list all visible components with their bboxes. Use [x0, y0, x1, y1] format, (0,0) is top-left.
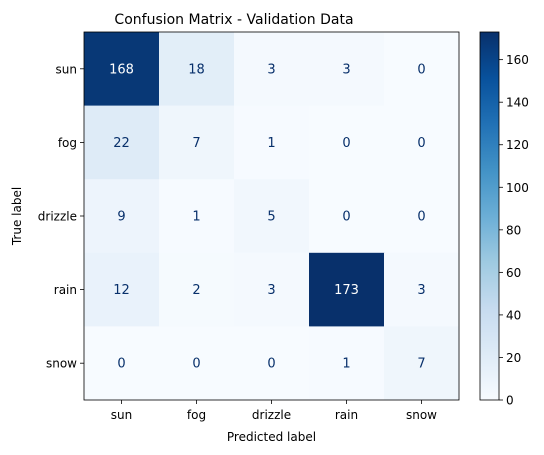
heatmap-cell-labels: 168 18 3 3 0 22 7 1 0 0 9 1 5 0 0 12 2 3 173 3 0 0 0 1 7: [109, 62, 426, 371]
cell-value-label: 0: [417, 62, 425, 77]
cell-value-label: 1: [192, 210, 200, 225]
heatmap-cell: [159, 105, 235, 180]
cell-value-label: 3: [417, 283, 425, 298]
heatmap-cell: [84, 32, 160, 107]
cell-value-label: 1: [342, 357, 350, 372]
colorbar-tick-label: 80: [506, 223, 521, 237]
heatmap-cell: [384, 179, 460, 254]
cell-value-label: 0: [267, 357, 275, 372]
cell-value-label: 168: [109, 62, 134, 77]
x-axis-label: Predicted label: [227, 430, 316, 444]
heatmap-cell: [384, 252, 460, 327]
cell-value-label: 173: [334, 283, 359, 298]
heatmap-cell: [84, 326, 160, 401]
heatmap-cell: [309, 326, 385, 401]
heatmap-cell: [309, 179, 385, 254]
colorbar-tick-label: 40: [506, 308, 521, 322]
heatmap-cell: [159, 252, 235, 327]
heatmap-cell: [309, 105, 385, 180]
y-axis-ticks: sun fog drizzle rain snow: [38, 62, 84, 371]
heatmap-cell: [384, 32, 460, 107]
chart-title: Confusion Matrix - Validation Data: [114, 12, 353, 28]
colorbar-tick-label: 0: [506, 394, 514, 408]
cell-value-label: 0: [417, 210, 425, 225]
y-tick-label: fog: [58, 136, 77, 150]
x-tick-label: snow: [406, 408, 437, 422]
heatmap-cell: [309, 252, 385, 327]
cell-value-label: 18: [188, 62, 205, 77]
cell-value-label: 9: [117, 210, 125, 225]
x-tick-label: fog: [187, 408, 206, 422]
x-tick-label: drizzle: [252, 408, 291, 422]
heatmap-cell: [384, 105, 460, 180]
heatmap-cell: [234, 32, 310, 107]
heatmap-cell: [159, 32, 235, 107]
colorbar-tick-label: 20: [506, 351, 521, 365]
y-tick-label: sun: [56, 62, 77, 76]
x-tick-label: sun: [111, 408, 132, 422]
cell-value-label: 0: [417, 136, 425, 151]
y-tick-label: rain: [54, 283, 77, 297]
cell-value-label: 3: [342, 62, 350, 77]
heatmap-cell: [384, 326, 460, 401]
x-tick-label: rain: [335, 408, 358, 422]
heatmap-cell: [234, 179, 310, 254]
y-tick-label: snow: [46, 357, 77, 371]
colorbar-tick-label: 60: [506, 266, 521, 280]
heatmap-cell: [159, 179, 235, 254]
cell-value-label: 12: [113, 283, 130, 298]
cell-value-label: 1: [267, 136, 275, 151]
x-axis-ticks: sun fog drizzle rain snow: [111, 400, 437, 422]
heatmap-cell: [84, 179, 160, 254]
cell-value-label: 0: [342, 210, 350, 225]
cell-value-label: 7: [192, 136, 200, 151]
heatmap-cell: [234, 252, 310, 327]
colorbar-tick-label: 140: [506, 96, 529, 110]
heatmap-cell: [234, 326, 310, 401]
cell-value-label: 22: [113, 136, 130, 151]
cell-value-label: 0: [117, 357, 125, 372]
colorbar-tick-label: 120: [506, 138, 529, 152]
heatmap-cells: [84, 32, 460, 401]
colorbar-tick-label: 100: [506, 181, 529, 195]
y-axis-label: True label: [10, 187, 24, 246]
cell-value-label: 7: [417, 357, 425, 372]
cell-value-label: 3: [267, 62, 275, 77]
heatmap-cell: [84, 105, 160, 180]
heatmap-cell: [234, 105, 310, 180]
cell-value-label: 0: [342, 136, 350, 151]
colorbar-ticks: 0 20 40 60 80 100 120 140 160: [499, 53, 529, 408]
colorbar: [479, 31, 500, 401]
y-tick-label: drizzle: [38, 210, 77, 224]
heatmap-cell: [84, 252, 160, 327]
heatmap-cell: [159, 326, 235, 401]
cell-value-label: 2: [192, 283, 200, 298]
cell-value-label: 0: [192, 357, 200, 372]
cell-value-label: 5: [267, 210, 275, 225]
colorbar-tick-label: 160: [506, 53, 529, 67]
cell-value-label: 3: [267, 283, 275, 298]
heatmap-cell: [309, 32, 385, 107]
